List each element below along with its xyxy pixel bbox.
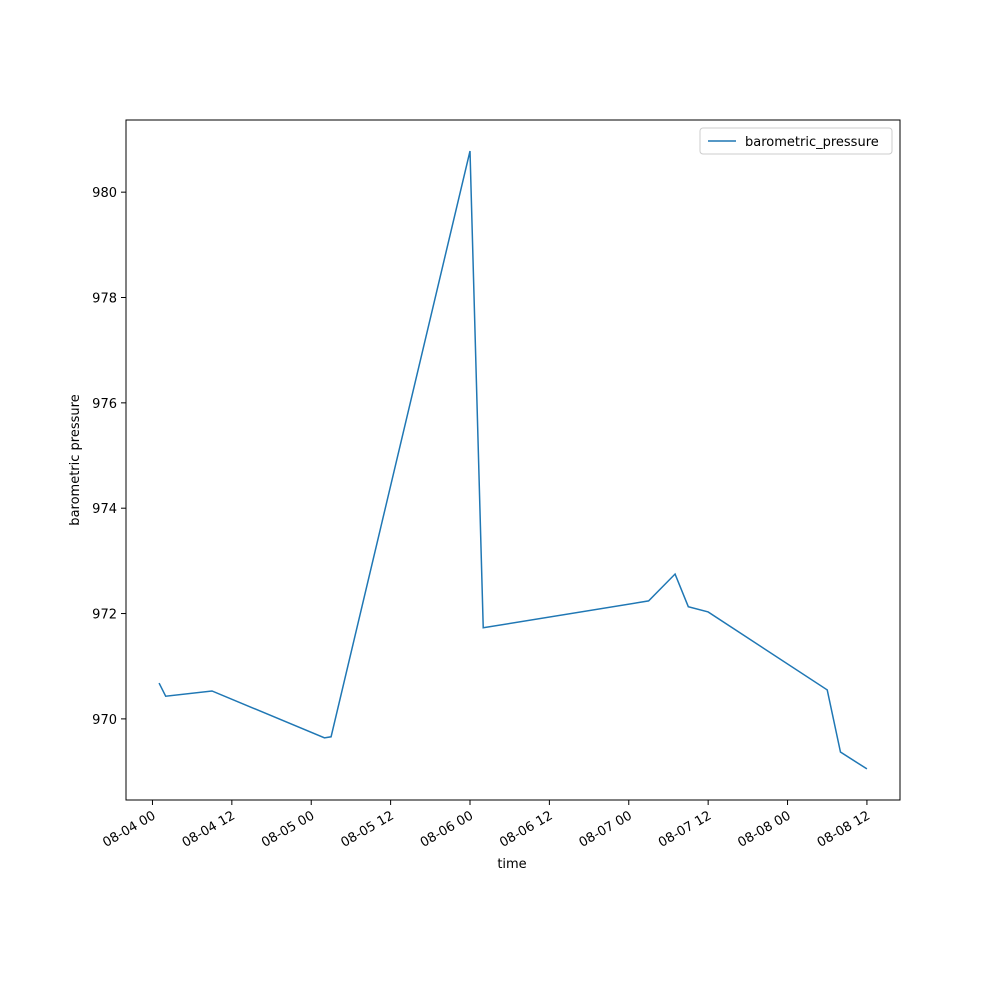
y-tick-label: 976 <box>92 397 117 412</box>
x-tick-label: 08-07 00 <box>577 808 635 850</box>
x-tick-label: 08-06 00 <box>418 808 476 850</box>
y-axis-label: barometric pressure <box>68 394 83 525</box>
plot-frame <box>125 119 901 801</box>
y-tick-label: 980 <box>92 186 117 201</box>
line <box>158 150 868 770</box>
x-tick-label: 08-06 12 <box>497 808 555 850</box>
y-tick-label: 972 <box>92 608 117 623</box>
legend-label: barometric_pressure <box>745 135 879 150</box>
x-tick-label: 08-05 12 <box>338 808 396 850</box>
x-tick-label: 08-04 12 <box>180 808 238 850</box>
legend-box <box>699 127 893 155</box>
y-tick-label: 974 <box>92 502 117 517</box>
x-tick-label: 08-08 00 <box>735 808 793 850</box>
x-tick-label: 08-05 00 <box>259 808 317 850</box>
x-tick-label: 08-07 12 <box>656 808 714 850</box>
x-axis-label: time <box>497 857 526 872</box>
y-tick-label: 970 <box>92 713 117 728</box>
x-tick-label: 08-08 12 <box>815 808 873 850</box>
x-tick-label: 08-04 00 <box>100 808 158 850</box>
y-tick-label: 978 <box>92 292 117 307</box>
